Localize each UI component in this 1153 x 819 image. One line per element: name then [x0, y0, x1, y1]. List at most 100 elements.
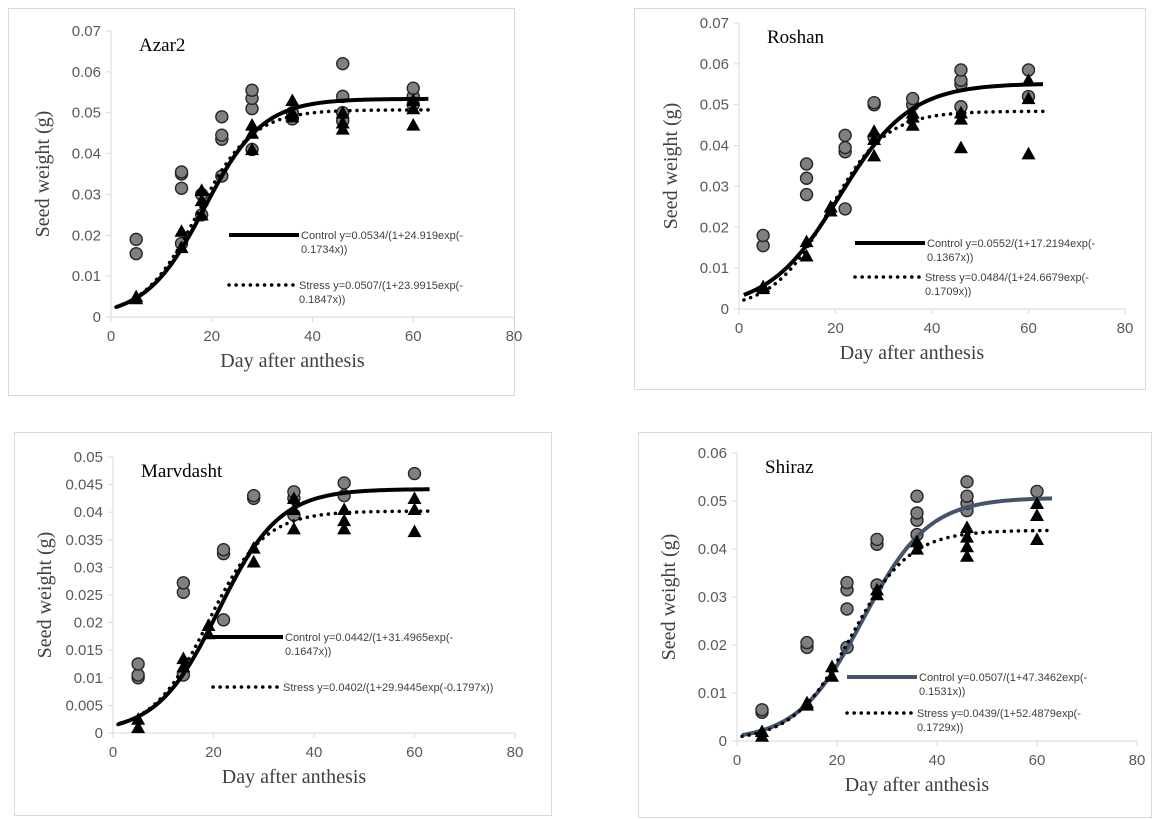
stress-data-point [285, 105, 300, 119]
legend-control-text: Control y=0.0507/(1+47.3462exp(- [919, 672, 1088, 684]
chart-svg-roshan: 0 20 40 60 80 0 0.01 0.02 0.03 0.04 0.05 0.06 0.07 Da… [660, 15, 1134, 364]
y-axis-label: Seed weight (g) [34, 532, 56, 659]
y-tick-label: 0.04 [700, 138, 729, 155]
stress-data-point [337, 502, 352, 516]
x-tick-label: 0 [735, 320, 743, 337]
stress-data-point [335, 115, 350, 129]
chart-panel-roshan: 0 20 40 60 80 0 0.01 0.02 0.03 0.04 0.05 0.06 0.07 Da… [634, 8, 1146, 390]
control-data-point [407, 466, 422, 481]
y-tick-label: 0.015 [65, 642, 103, 659]
control-fit-curve [115, 96, 429, 309]
control-data-point [337, 476, 351, 490]
control-data-point [129, 232, 143, 247]
stress-data-point [285, 93, 300, 107]
x-tick-label: 20 [205, 744, 222, 761]
stress-data-point [960, 539, 974, 553]
control-fit-curve [117, 487, 430, 727]
y-tick-label: 0 [719, 733, 727, 750]
stress-data-point [406, 101, 421, 115]
chart-title: Shiraz [765, 457, 814, 478]
legend-stress-text: Stress y=0.0402/(1+29.9445exp(-0.1797x)) [283, 682, 493, 694]
y-tick-label: 0.05 [698, 493, 727, 510]
stress-data-point [799, 248, 814, 262]
x-axis-label: Day after anthesis [845, 774, 990, 796]
control-data-point [960, 475, 974, 489]
stress-data-point [337, 521, 352, 535]
legend-control-text: Control y=0.0442/(1+31.4965exp(- [285, 632, 454, 644]
control-data-point [799, 187, 814, 202]
stress-data-point [194, 207, 209, 221]
x-tick-label: 60 [1020, 320, 1037, 337]
y-tick-label: 0.05 [700, 97, 729, 114]
stress-fit-curve [740, 528, 1054, 739]
stress-data-point [406, 117, 421, 131]
chart-svg-shiraz: 0 20 40 60 80 0 0.01 0.02 0.03 0.04 0.05 0.06 Day af… [658, 445, 1145, 796]
y-tick-label: 0.01 [700, 260, 729, 277]
stress-data-point [1030, 508, 1044, 521]
control-data-point [245, 83, 259, 97]
stress-data-point [1021, 73, 1036, 86]
legend-stress-text: Stress y=0.0507/(1+23.9915exp(- [299, 280, 463, 292]
y-tick-label: 0.01 [72, 268, 101, 285]
control-data-point [176, 576, 191, 590]
stress-data-point [176, 651, 191, 665]
control-data-point [800, 635, 814, 650]
control-data-point [799, 171, 814, 185]
legend-stress-text: Stress y=0.0484/(1+24.6679exp(- [925, 272, 1089, 284]
control-data-point [960, 489, 974, 503]
y-tick-label: 0.01 [74, 670, 103, 687]
x-tick-label: 80 [1117, 320, 1134, 337]
stress-fit-curve [116, 509, 432, 727]
x-axis-label: Day after anthesis [222, 766, 367, 788]
x-tick-label: 40 [924, 320, 941, 337]
control-data-point [838, 140, 852, 155]
y-tick-label: 0.02 [698, 637, 727, 654]
y-tick-label: 0.03 [698, 589, 727, 606]
y-tick-label: 0.06 [698, 445, 727, 462]
x-tick-label: 40 [304, 328, 321, 345]
stress-data-point [246, 554, 261, 568]
stress-data-point [407, 524, 422, 538]
stress-data-point [407, 502, 422, 516]
stress-data-point [910, 542, 924, 555]
legend-control-text: 0.1531x)) [919, 686, 965, 698]
stress-data-point [131, 720, 146, 734]
x-tick-label: 20 [829, 752, 846, 769]
x-tick-label: 0 [733, 752, 741, 769]
stress-data-point [953, 105, 968, 119]
y-axis-label: Seed weight (g) [32, 111, 54, 238]
y-tick-label: 0.02 [74, 615, 103, 632]
control-data-point [406, 81, 420, 95]
y-axis-label: Seed weight (g) [660, 103, 682, 230]
stress-data-point [905, 118, 920, 131]
control-data-point [838, 202, 852, 216]
control-data-point [246, 488, 261, 503]
stress-data-point [1030, 496, 1044, 509]
stress-data-point [867, 124, 882, 137]
legend-stress-text: 0.1847x)) [299, 294, 345, 306]
control-fit-curve [741, 496, 1053, 738]
legend-control-text: Control y=0.0552/(1+17.2194exp(- [927, 238, 1096, 250]
control-data-point [174, 181, 189, 196]
legend-stress-text: 0.1729x)) [917, 722, 963, 734]
control-data-point [867, 95, 881, 110]
x-tick-label: 80 [507, 744, 524, 761]
stress-data-point [245, 142, 260, 156]
y-tick-label: 0.04 [74, 504, 103, 521]
y-tick-label: 0.07 [72, 23, 101, 40]
stress-data-point [194, 193, 209, 207]
chart-title: Marvdasht [141, 461, 223, 482]
control-data-point [910, 489, 924, 503]
stress-data-point [799, 234, 814, 248]
x-tick-label: 80 [506, 328, 523, 345]
stress-fit-curve [114, 108, 431, 309]
y-tick-label: 0.01 [698, 685, 727, 702]
y-tick-label: 0.03 [700, 178, 729, 195]
y-tick-label: 0.07 [700, 15, 729, 32]
x-tick-label: 40 [929, 752, 946, 769]
stress-data-point [910, 534, 924, 548]
x-tick-label: 20 [203, 328, 220, 345]
control-data-point [838, 128, 852, 143]
y-tick-label: 0 [721, 301, 729, 318]
legend-control-text: 0.1647x)) [285, 646, 331, 658]
